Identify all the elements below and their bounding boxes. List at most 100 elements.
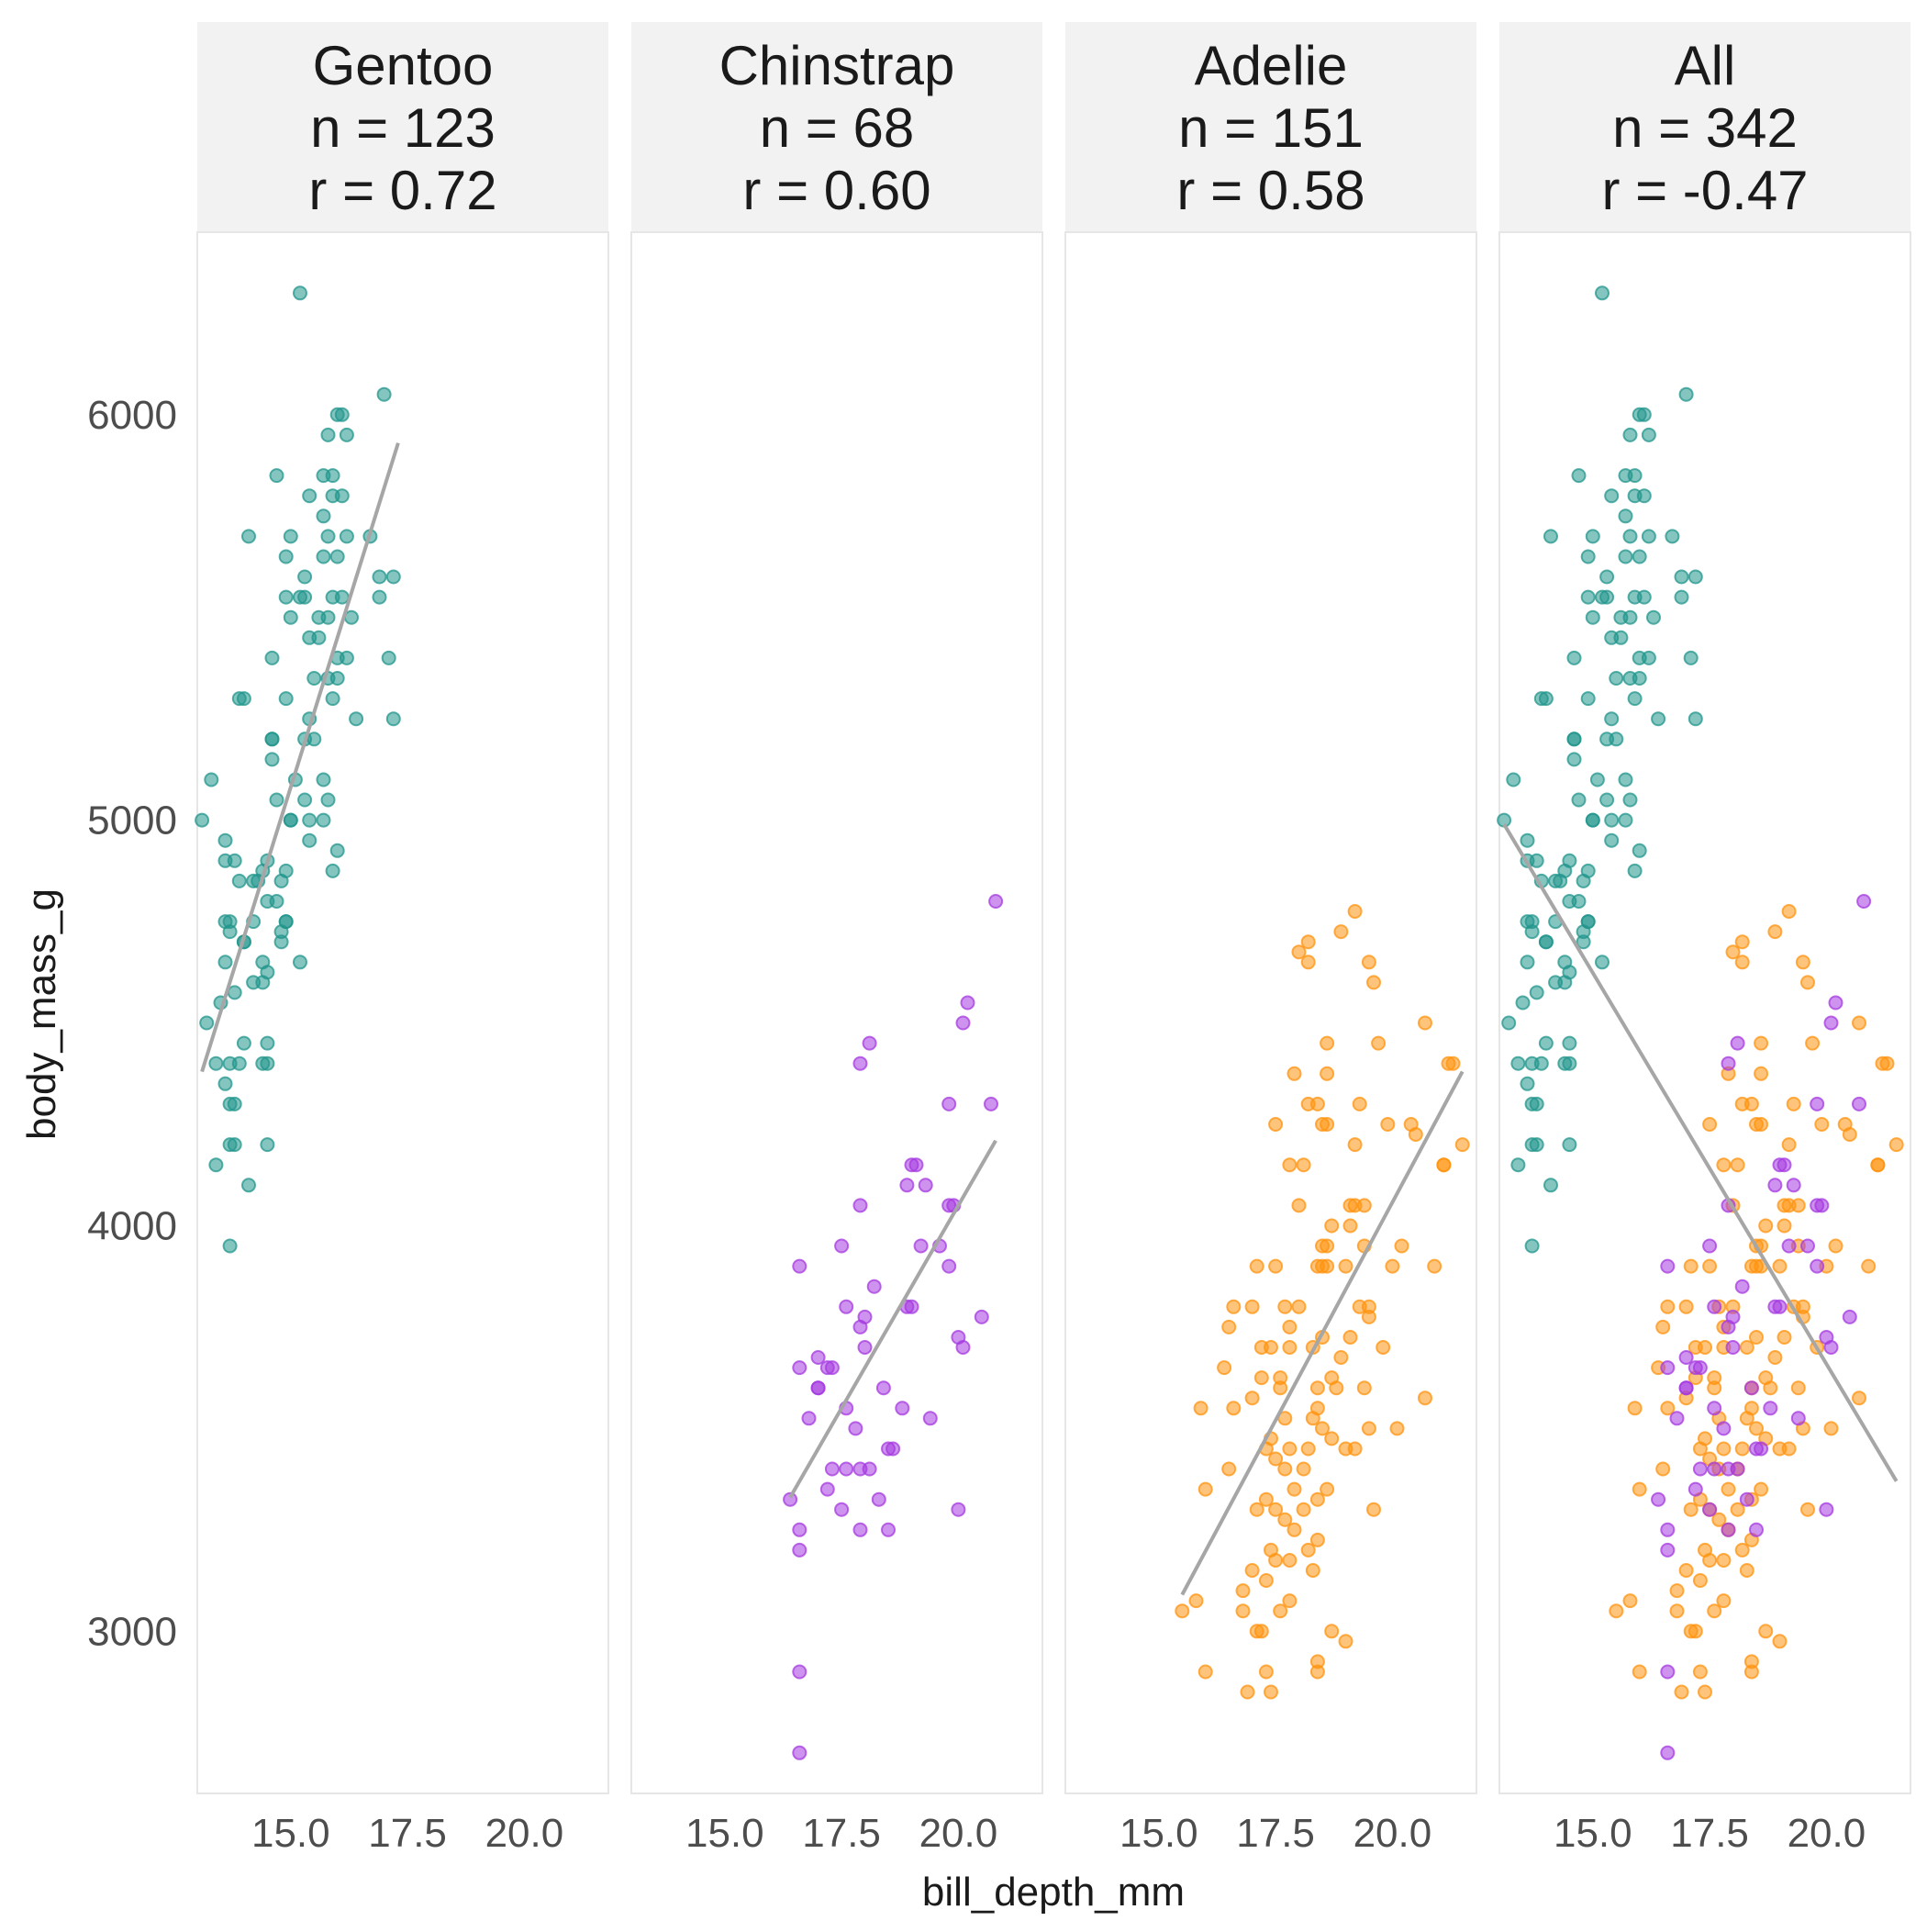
data-point-adelie bbox=[1777, 1330, 1792, 1345]
data-point-adelie bbox=[1315, 1258, 1330, 1274]
data-point-adelie bbox=[1800, 1502, 1815, 1517]
data-point-adelie bbox=[1828, 1238, 1843, 1254]
data-point-gentoo bbox=[302, 832, 317, 848]
data-point-gentoo bbox=[320, 792, 336, 808]
strip-label-line: Gentoo bbox=[313, 35, 494, 96]
data-point-chinstrap bbox=[955, 1015, 971, 1031]
data-point-adelie bbox=[1707, 1603, 1722, 1619]
data-point-gentoo bbox=[1529, 985, 1544, 1000]
data-point-adelie bbox=[1749, 1330, 1764, 1345]
data-point-chinstrap bbox=[1702, 1502, 1718, 1517]
data-point-adelie bbox=[1777, 1218, 1792, 1234]
data-point-adelie bbox=[1309, 1380, 1325, 1396]
data-point-gentoo bbox=[241, 1178, 256, 1193]
x-tick-label: 20.0 bbox=[1353, 1811, 1432, 1856]
data-point-chinstrap bbox=[852, 1055, 868, 1071]
data-point-adelie bbox=[1315, 1421, 1330, 1436]
data-point-gentoo bbox=[1533, 1055, 1549, 1071]
data-point-adelie bbox=[1767, 924, 1783, 940]
data-point-gentoo bbox=[372, 569, 387, 585]
data-point-adelie bbox=[1721, 1481, 1736, 1497]
data-point-gentoo bbox=[381, 650, 396, 665]
data-point-gentoo bbox=[1632, 843, 1647, 858]
data-point-adelie bbox=[1282, 1553, 1298, 1568]
data-point-gentoo bbox=[1566, 752, 1582, 767]
data-point-gentoo bbox=[1618, 508, 1633, 524]
data-point-adelie bbox=[1376, 1340, 1391, 1355]
data-point-adelie bbox=[1781, 1441, 1797, 1457]
data-point-gentoo bbox=[269, 468, 284, 484]
data-point-adelie bbox=[1347, 1441, 1363, 1457]
data-point-gentoo bbox=[1627, 691, 1643, 707]
data-point-adelie bbox=[1692, 1664, 1708, 1680]
data-point-gentoo bbox=[1506, 772, 1521, 787]
data-point-gentoo bbox=[1529, 853, 1544, 868]
strip-background bbox=[197, 22, 608, 232]
data-point-adelie bbox=[1716, 1157, 1732, 1173]
data-point-adelie bbox=[1805, 1035, 1821, 1051]
x-tick-label: 17.5 bbox=[1236, 1811, 1315, 1856]
data-point-adelie bbox=[1300, 934, 1316, 950]
data-point-chinstrap bbox=[1828, 995, 1843, 1011]
data-point-chinstrap bbox=[899, 1178, 915, 1193]
data-point-gentoo bbox=[1599, 792, 1615, 808]
data-point-adelie bbox=[1240, 1684, 1255, 1700]
data-point-chinstrap bbox=[834, 1502, 850, 1517]
data-point-gentoo bbox=[1520, 1076, 1535, 1091]
data-point-adelie bbox=[1291, 944, 1307, 960]
data-point-chinstrap bbox=[1767, 1178, 1783, 1193]
data-point-adelie bbox=[1296, 1157, 1311, 1173]
data-point-gentoo bbox=[1595, 285, 1610, 301]
data-point-chinstrap bbox=[866, 1279, 882, 1294]
data-point-adelie bbox=[1253, 1370, 1269, 1386]
data-point-gentoo bbox=[311, 630, 327, 645]
data-point-adelie bbox=[1249, 1502, 1264, 1517]
data-point-adelie bbox=[1282, 1593, 1298, 1609]
strip-label-line: n = 151 bbox=[1178, 97, 1364, 159]
data-point-adelie bbox=[1282, 1441, 1298, 1457]
data-point-chinstrap bbox=[1790, 1411, 1806, 1426]
data-point-adelie bbox=[1258, 1664, 1274, 1680]
x-tick-label: 15.0 bbox=[251, 1811, 330, 1856]
data-point-adelie bbox=[1669, 1603, 1685, 1619]
data-point-adelie bbox=[1790, 1198, 1806, 1213]
data-point-adelie bbox=[1749, 1258, 1764, 1274]
regression-line bbox=[1502, 823, 1899, 1482]
data-point-adelie bbox=[1324, 1624, 1340, 1639]
data-point-chinstrap bbox=[875, 1380, 891, 1396]
data-point-adelie bbox=[1711, 1512, 1727, 1527]
data-point-adelie bbox=[1300, 955, 1316, 970]
data-point-gentoo bbox=[1688, 711, 1703, 727]
data-point-gentoo bbox=[278, 549, 294, 564]
data-point-chinstrap bbox=[819, 1360, 835, 1376]
data-point-adelie bbox=[1749, 1117, 1764, 1132]
x-tick-label: 17.5 bbox=[802, 1811, 881, 1856]
data-point-adelie bbox=[1678, 1299, 1694, 1314]
data-point-gentoo bbox=[208, 1157, 224, 1173]
data-point-gentoo bbox=[1688, 569, 1703, 585]
strip-background bbox=[631, 22, 1042, 232]
data-point-chinstrap bbox=[951, 1502, 966, 1517]
data-point-gentoo bbox=[1599, 589, 1615, 605]
data-point-gentoo bbox=[208, 1055, 224, 1071]
data-point-adelie bbox=[1329, 1380, 1344, 1396]
data-point-gentoo bbox=[217, 832, 233, 848]
data-point-chinstrap bbox=[1772, 1299, 1788, 1314]
data-point-adelie bbox=[1454, 1137, 1470, 1153]
data-point-adelie bbox=[1188, 1593, 1204, 1609]
data-point-gentoo bbox=[222, 924, 238, 940]
panel-border bbox=[196, 231, 609, 1794]
data-point-adelie bbox=[1253, 1340, 1269, 1355]
data-point-chinstrap bbox=[1743, 1380, 1759, 1396]
data-point-gentoo bbox=[1524, 1096, 1540, 1111]
data-point-chinstrap bbox=[783, 1491, 798, 1507]
data-point-adelie bbox=[1754, 1035, 1769, 1051]
data-point-gentoo bbox=[339, 529, 354, 544]
data-point-gentoo bbox=[1562, 1137, 1577, 1153]
data-point-chinstrap bbox=[1702, 1238, 1718, 1254]
data-point-chinstrap bbox=[941, 1096, 957, 1111]
data-point-gentoo bbox=[255, 975, 271, 990]
data-point-chinstrap bbox=[852, 1198, 868, 1213]
